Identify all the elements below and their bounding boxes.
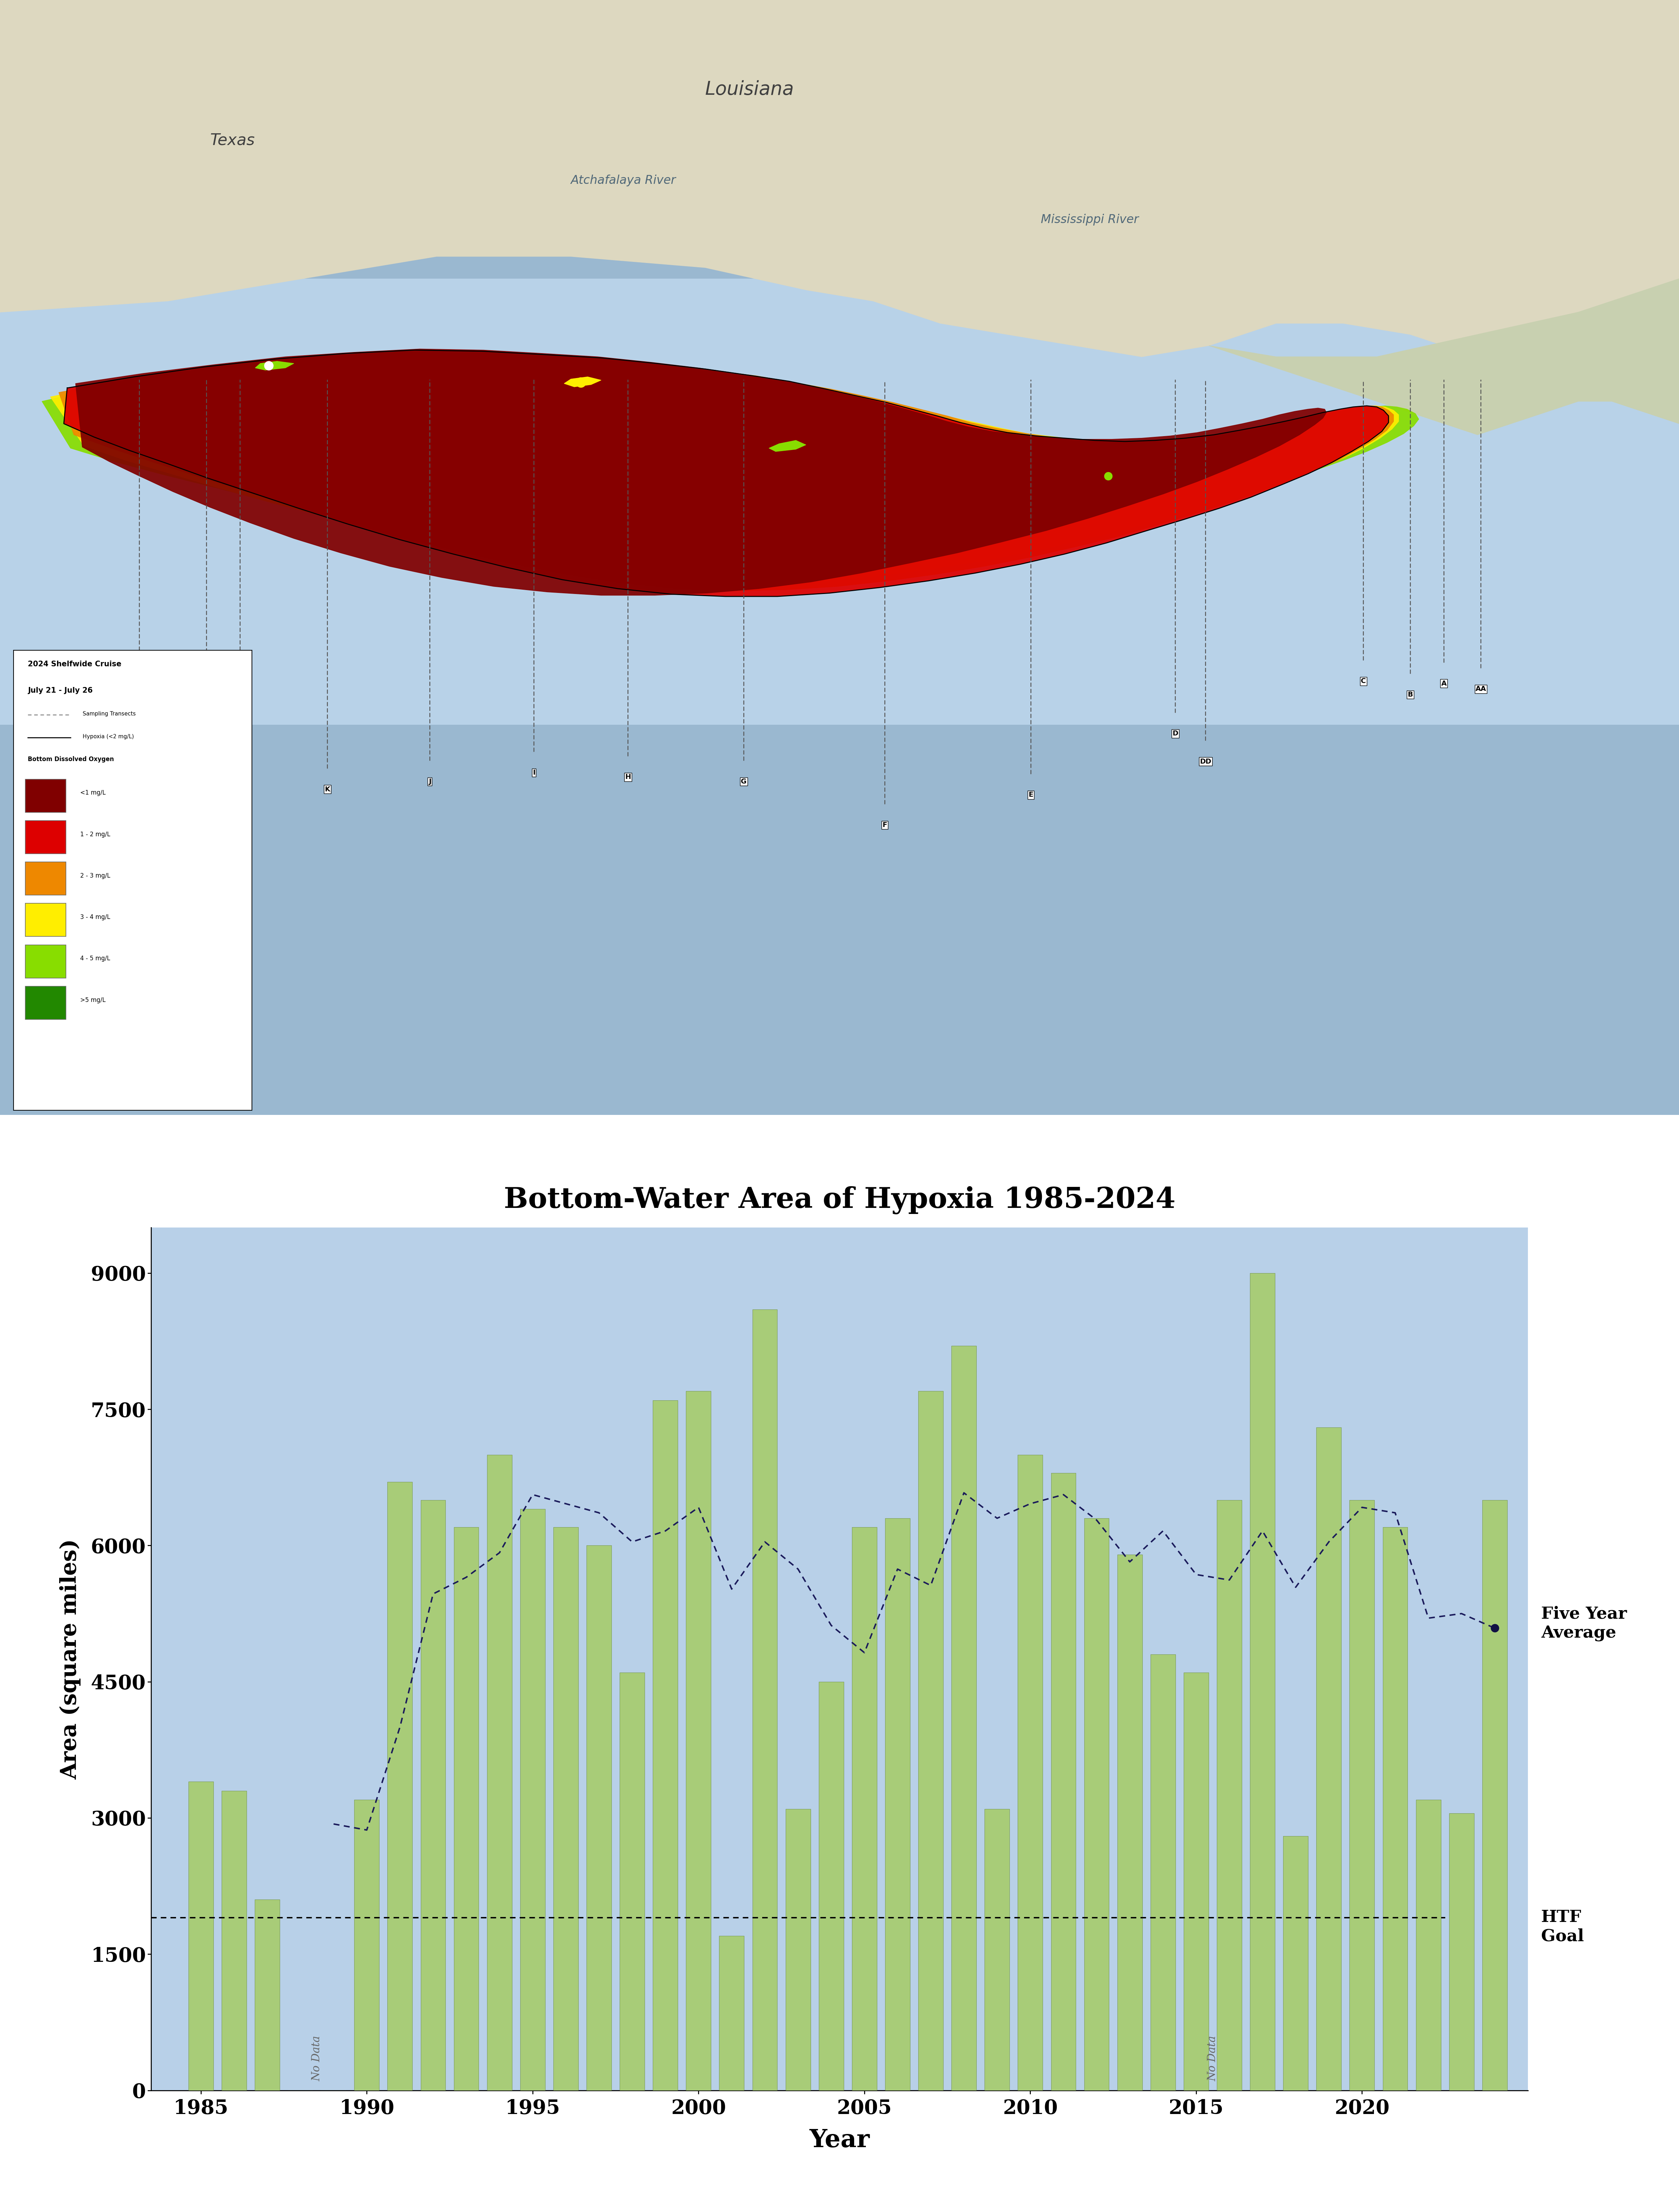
Text: F: F [883,821,887,830]
Polygon shape [769,440,806,451]
Text: Sampling Transects: Sampling Transects [82,710,136,717]
Y-axis label: Area (square miles): Area (square miles) [59,1540,81,1778]
Text: E: E [1029,792,1033,799]
Text: Atchafalaya River: Atchafalaya River [571,175,677,186]
Bar [1449,1814,1474,2090]
Text: M: M [237,719,243,726]
Bar [1085,1517,1110,2090]
Bar [1283,1836,1308,2090]
Text: C: C [1360,677,1367,684]
Text: G: G [740,779,747,785]
Polygon shape [42,358,1419,577]
Text: No Data: No Data [312,2035,322,2081]
Text: H: H [625,774,631,781]
Text: S: S [138,781,141,787]
Text: I: I [532,770,536,776]
Text: No Data: No Data [1207,2035,1219,2081]
Bar [1350,1500,1375,2090]
Polygon shape [255,361,294,369]
Bar [354,1801,379,2090]
FancyBboxPatch shape [25,821,65,854]
X-axis label: Year: Year [809,2128,870,2152]
Bar [786,1809,811,2090]
Text: 2 - 3 mg/L: 2 - 3 mg/L [81,872,111,878]
Bar [1251,1274,1274,2090]
Text: P: P [205,714,208,721]
Bar [952,1345,977,2090]
Bar [222,1792,247,2090]
Polygon shape [59,352,1394,591]
Bar [421,1500,445,2090]
Text: A: A [1441,679,1447,688]
Text: Texas: Texas [210,133,255,148]
Bar [554,1526,578,2090]
Bar [1415,1801,1441,2090]
Bar [1117,1555,1142,2090]
Text: >5 mg/L: >5 mg/L [81,998,106,1004]
Bar [586,1546,611,2090]
FancyBboxPatch shape [0,0,1679,1115]
Text: 3 - 4 mg/L: 3 - 4 mg/L [81,914,111,920]
Bar [388,1482,413,2090]
Text: 4 - 5 mg/L: 4 - 5 mg/L [81,956,111,962]
Bar [851,1526,876,2090]
FancyBboxPatch shape [25,779,65,812]
Bar [620,1672,645,2090]
FancyBboxPatch shape [25,945,65,978]
Bar [1184,1672,1209,2090]
Text: AA: AA [1476,686,1486,692]
Bar [487,1455,512,2090]
Bar [520,1509,546,2090]
Bar [752,1310,777,2090]
Bar [719,1936,744,2090]
Bar [1017,1455,1043,2090]
Bar [1051,1473,1076,2090]
Text: Hypoxia (<2 mg/L): Hypoxia (<2 mg/L) [82,734,134,739]
Bar [188,1781,213,2090]
Text: Mississippi River: Mississippi River [1041,215,1138,226]
Polygon shape [564,376,601,387]
Text: 2024 Shelfwide Cruise: 2024 Shelfwide Cruise [29,661,121,668]
Polygon shape [64,349,1389,597]
Polygon shape [50,356,1399,584]
Title: Bottom-Water Area of Hypoxia 1985-2024: Bottom-Water Area of Hypoxia 1985-2024 [504,1186,1175,1214]
Polygon shape [0,0,1679,389]
FancyBboxPatch shape [0,279,1679,726]
Bar [453,1526,479,2090]
Bar [1316,1427,1342,2090]
Bar [819,1681,843,2090]
Text: July 21 - July 26: July 21 - July 26 [29,688,92,695]
Text: 1 - 2 mg/L: 1 - 2 mg/L [81,832,111,838]
Text: <1 mg/L: <1 mg/L [81,790,106,796]
Text: K: K [324,785,331,792]
Text: J: J [428,779,432,785]
Bar [1150,1655,1175,2090]
Bar [1483,1500,1508,2090]
FancyBboxPatch shape [25,987,65,1020]
Text: Five Year
Average: Five Year Average [1541,1606,1627,1641]
Text: B: B [1407,690,1414,699]
Bar [687,1391,710,2090]
Bar [918,1391,944,2090]
Bar [653,1400,678,2090]
Text: HTF
Goal: HTF Goal [1541,1909,1583,1944]
Bar [1217,1500,1242,2090]
Bar [984,1809,1009,2090]
Text: Bottom Dissolved Oxygen: Bottom Dissolved Oxygen [29,757,114,763]
FancyBboxPatch shape [25,902,65,936]
Text: D: D [1172,730,1179,737]
Bar [1383,1526,1407,2090]
Text: DD: DD [1200,759,1211,765]
Text: Louisiana: Louisiana [705,80,794,100]
Bar [885,1517,910,2090]
Bar [255,1900,280,2090]
Polygon shape [76,349,1326,595]
Polygon shape [1209,279,1679,436]
FancyBboxPatch shape [25,863,65,896]
